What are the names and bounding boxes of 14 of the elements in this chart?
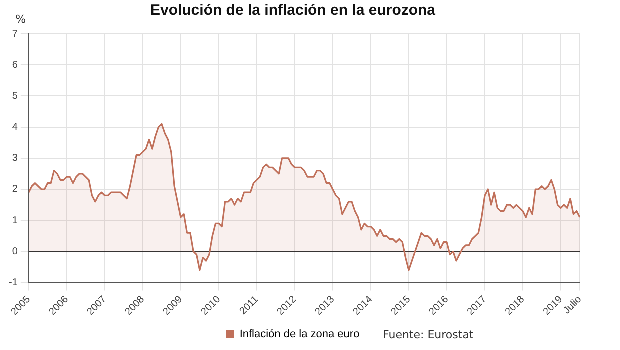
y-tick-label: -1 — [8, 278, 18, 289]
y-tick-label: 5 — [12, 90, 18, 102]
y-tick-label: 3 — [12, 153, 18, 164]
y-tick-label: 6 — [12, 60, 18, 71]
y-tick-label: 2 — [12, 184, 18, 196]
y-tick-label: 4 — [12, 122, 18, 134]
chart-title: Evolución de la inflación en la eurozona — [150, 2, 436, 20]
source-note: Fuente: Eurostat — [383, 328, 474, 342]
y-axis-title: % — [16, 12, 26, 26]
legend-label: Inflación de la zona euro — [240, 328, 360, 341]
x-tick-label: Julio — [562, 294, 584, 317]
y-tick-label: 7 — [12, 28, 18, 40]
y-tick-label: 0 — [12, 246, 18, 258]
y-tick-label: 1 — [12, 215, 18, 226]
